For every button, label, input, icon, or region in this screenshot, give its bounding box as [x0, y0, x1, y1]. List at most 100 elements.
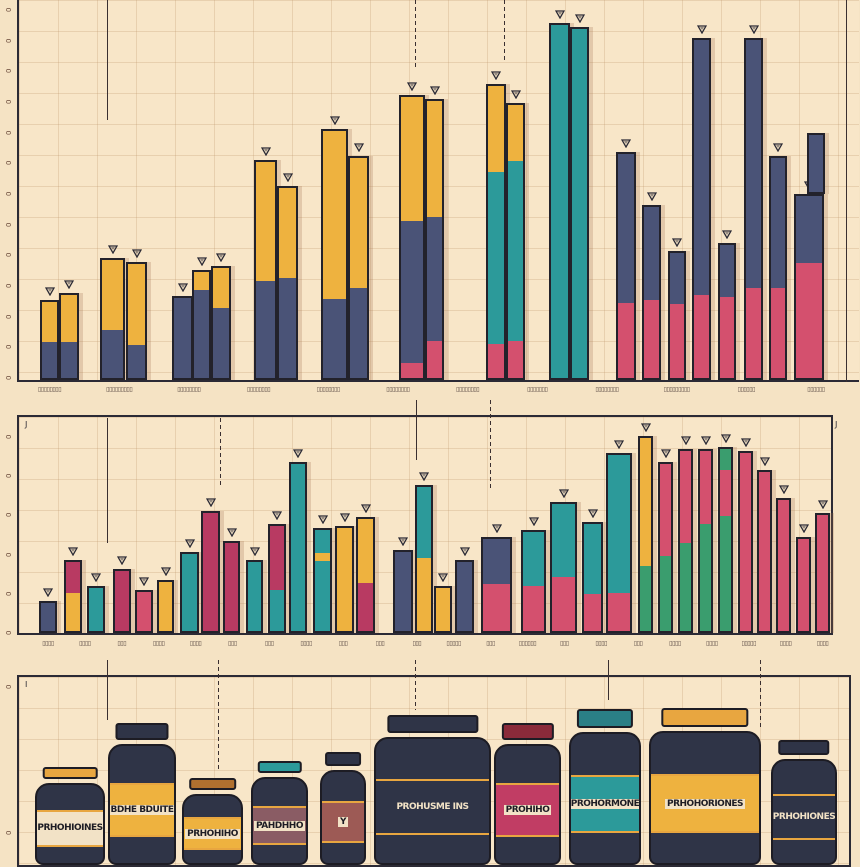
- y-tick-label: 0: [5, 474, 13, 479]
- bar-segment-slate: [720, 245, 734, 297]
- bar-segment-green: [680, 543, 691, 631]
- jar-label-text: PROHUSME INS: [396, 801, 469, 812]
- jar-label-text: Y: [337, 817, 349, 827]
- bar-segment-pink: [523, 585, 544, 631]
- bar-segment-pink: [720, 296, 734, 378]
- bar-segment-pink: [680, 450, 691, 544]
- jar-body: PRHOHIHO: [182, 794, 243, 865]
- bar-segment-pink: [694, 295, 709, 378]
- bar-marker-icon: [748, 25, 759, 34]
- bar-segment-yellow: [337, 528, 352, 631]
- bar-marker-icon: [554, 10, 565, 19]
- chart-bar: [246, 560, 263, 633]
- chart-bar: [39, 600, 57, 633]
- bar-segment-yellow: [323, 131, 346, 300]
- bar-segment-pink: [778, 500, 789, 631]
- jar-label-text: BDHE BDUITE: [110, 805, 174, 816]
- chart-bar: [658, 461, 673, 633]
- bar-segment-yellow: [315, 552, 330, 561]
- bar-segment-slate: [809, 135, 823, 192]
- bar-segment-yellow: [436, 587, 450, 631]
- bottom-corner-mark: I: [25, 680, 28, 689]
- chart-bar: [172, 296, 193, 380]
- bar-marker-icon: [293, 449, 303, 458]
- bar-segment-yellow: [256, 161, 275, 281]
- jar-label: PAHDHHO: [253, 806, 306, 846]
- bar-marker-icon: [646, 192, 657, 202]
- bar-segment-slate: [279, 277, 296, 378]
- bar-segment-pink: [740, 453, 751, 631]
- jar-label-text: PRHOHIOINES: [37, 823, 103, 834]
- bar-marker-icon: [574, 13, 585, 23]
- jar-label-text: PRHOHIONES: [773, 812, 835, 823]
- chart-bar: [582, 521, 603, 633]
- x-tick-label: ▯▯▯▯: [816, 640, 829, 647]
- bar-marker-icon: [740, 438, 751, 448]
- bar-segment-teal: [488, 171, 504, 345]
- chart-bar: [40, 300, 59, 380]
- chart-bar: [321, 129, 348, 380]
- supplement-jar: PRHOHIHO: [182, 778, 243, 865]
- bar-segment-slate: [213, 308, 229, 378]
- jar-lid: [661, 708, 749, 727]
- bar-segment-teal: [572, 28, 587, 378]
- bar-marker-icon: [339, 513, 350, 522]
- bar-marker-icon: [773, 143, 783, 152]
- bar-segment-teal: [182, 596, 197, 631]
- chart-bar: [738, 451, 753, 633]
- bar-marker-icon: [205, 498, 216, 508]
- x-tick-label: ▯▯▯▯▯▯▯▯: [386, 386, 410, 393]
- x-tick-label: ▯▯▯▯▯▯▯▯: [177, 386, 201, 393]
- bar-segment-pink: [746, 287, 761, 378]
- chart-bar: [769, 155, 787, 380]
- bar-segment-slate: [256, 280, 275, 378]
- bar-segment-pink: [552, 577, 575, 631]
- jar-label-text: PRHOHORIONES: [665, 798, 745, 809]
- y-tick-label: 0: [5, 831, 13, 835]
- bottom-guide-line-2: [218, 660, 219, 770]
- bar-segment-slate: [401, 220, 423, 363]
- chart-bar: [135, 590, 153, 633]
- x-tick-label: ▯▯▯▯▯: [741, 640, 756, 647]
- chart-bar: [113, 568, 131, 633]
- x-tick-label: ▯▯▯: [559, 640, 569, 647]
- chart-bar: [796, 536, 811, 633]
- jar-body: PRHOHIOINES: [35, 783, 105, 865]
- bar-marker-icon: [660, 449, 671, 458]
- chart-bar: [718, 243, 736, 380]
- bar-marker-icon: [329, 116, 340, 126]
- bar-marker-icon: [317, 515, 328, 525]
- bar-marker-icon: [491, 524, 502, 533]
- bar-segment-teal: [551, 24, 568, 378]
- x-tick-label: ▯▯▯: [264, 640, 274, 647]
- bar-marker-icon: [196, 257, 207, 266]
- bar-marker-icon: [398, 536, 408, 546]
- chart-bar: [356, 517, 375, 633]
- jar-label: PROHORMONE: [571, 775, 639, 834]
- x-tick-label: ▯▯▯: [486, 640, 495, 647]
- bar-marker-icon: [272, 511, 282, 520]
- bar-segment-teal: [315, 561, 330, 631]
- y-tick-label: 0: [5, 345, 13, 350]
- y-tick-label: 0: [5, 283, 13, 288]
- bar-segment-crimson: [115, 570, 129, 631]
- chart-bar: [87, 585, 105, 633]
- jar-label-text: PRHOHIHO: [185, 828, 240, 839]
- bar-segment-crimson: [270, 525, 284, 590]
- bar-segment-teal: [89, 587, 103, 631]
- x-tick-label: ▯▯▯: [117, 640, 127, 647]
- bar-marker-icon: [491, 70, 501, 80]
- chart-bar: [506, 102, 525, 380]
- bar-marker-icon: [107, 245, 118, 255]
- bar-marker-icon: [680, 436, 691, 445]
- bar-marker-icon: [558, 489, 569, 499]
- bar-segment-pink: [798, 538, 809, 631]
- bar-segment-pink: [670, 304, 684, 378]
- bar-segment-slate: [618, 154, 634, 304]
- y-tick-label: 0: [5, 8, 13, 12]
- bar-segment-slate: [483, 538, 510, 584]
- bar-segment-pink: [608, 593, 630, 631]
- x-tick-label: ▯▯▯▯: [706, 640, 718, 647]
- bar-segment-slate: [395, 551, 411, 631]
- bar-segment-pink: [660, 463, 671, 556]
